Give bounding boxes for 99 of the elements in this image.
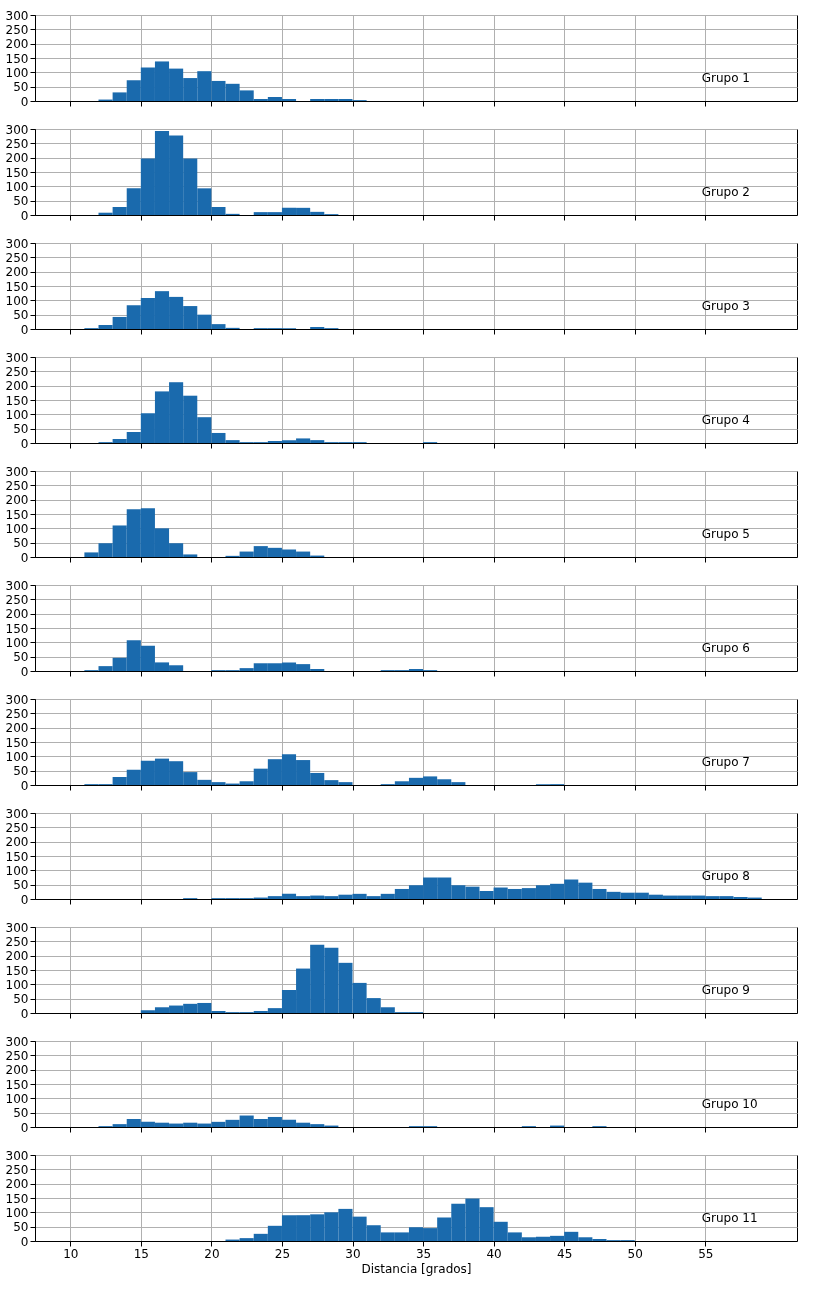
x-tick-label: 10	[63, 1246, 79, 1261]
x-tick-label: 40	[486, 1246, 502, 1261]
y-tick-label: 200	[5, 949, 29, 964]
y-tick-label: 50	[13, 878, 29, 893]
y-tick-label: 150	[5, 1191, 29, 1206]
y-tick-label: 200	[5, 379, 29, 394]
y-tick-label: 250	[5, 22, 29, 37]
y-tick-label: 300	[5, 236, 29, 251]
y-tick-label: 150	[5, 849, 29, 864]
x-tick-label: 15	[133, 1246, 149, 1261]
y-tick-label: 150	[5, 393, 29, 408]
y-tick-label: 50	[13, 650, 29, 665]
y-tick-label: 200	[5, 1177, 29, 1192]
y-tick-label: 100	[5, 863, 29, 878]
y-tick-label: 200	[5, 493, 29, 508]
y-tick-label: 0	[20, 322, 29, 337]
y-tick-label: 250	[5, 1048, 29, 1063]
annotation: Grupo 5	[701, 526, 750, 541]
y-tick-label: 300	[5, 806, 29, 821]
annotation: Grupo 6	[701, 640, 750, 655]
y-tick-label: 300	[5, 122, 29, 137]
y-tick-label: 150	[5, 963, 29, 978]
x-tick-label: 20	[204, 1246, 220, 1261]
y-tick-label: 250	[5, 364, 29, 379]
x-axis-title: Distancia [grados]	[361, 1261, 472, 1276]
y-tick-label: 150	[5, 1077, 29, 1092]
y-tick-label: 200	[5, 1063, 29, 1078]
y-tick-label: 150	[5, 507, 29, 522]
x-tick-label: 35	[415, 1246, 432, 1261]
y-tick-label: 250	[5, 1162, 29, 1177]
y-tick-label: 300	[5, 8, 29, 23]
y-tick-label: 300	[5, 464, 29, 479]
annotation: Grupo 7	[701, 754, 750, 769]
y-tick-label: 300	[5, 1034, 29, 1049]
y-tick-label: 0	[20, 94, 29, 109]
y-tick-label: 50	[13, 80, 29, 95]
annotation: Grupo 10	[701, 1096, 758, 1111]
y-tick-label: 100	[5, 293, 29, 308]
y-tick-label: 0	[20, 1006, 29, 1021]
x-tick-label: 55	[698, 1246, 714, 1261]
y-tick-label: 100	[5, 179, 29, 194]
y-tick-label: 300	[5, 350, 29, 365]
y-tick-label: 150	[5, 165, 29, 180]
annotation: Grupo 2	[701, 184, 750, 199]
y-tick-label: 50	[13, 1220, 29, 1235]
annotation: Grupo 11	[701, 1210, 758, 1225]
y-tick-label: 150	[5, 735, 29, 750]
y-tick-label: 0	[20, 436, 29, 451]
y-tick-label: 250	[5, 136, 29, 151]
y-tick-label: 200	[5, 265, 29, 280]
y-tick-label: 300	[5, 578, 29, 593]
y-tick-label: 0	[20, 892, 29, 907]
y-tick-label: 100	[5, 1205, 29, 1220]
y-tick-label: 50	[13, 308, 29, 323]
y-tick-label: 0	[20, 1234, 29, 1249]
y-tick-label: 50	[13, 764, 29, 779]
y-tick-label: 0	[20, 664, 29, 679]
y-tick-label: 300	[5, 920, 29, 935]
y-tick-label: 100	[5, 1091, 29, 1106]
y-tick-label: 50	[13, 992, 29, 1007]
x-tick-label: 50	[627, 1246, 643, 1261]
y-tick-label: 50	[13, 194, 29, 209]
y-tick-label: 0	[20, 1120, 29, 1135]
y-tick-label: 100	[5, 65, 29, 80]
y-tick-label: 150	[5, 621, 29, 636]
y-tick-label: 100	[5, 977, 29, 992]
y-tick-label: 300	[5, 692, 29, 707]
y-tick-label: 0	[20, 778, 29, 793]
y-tick-label: 100	[5, 749, 29, 764]
y-tick-label: 200	[5, 721, 29, 736]
y-tick-label: 100	[5, 407, 29, 422]
y-tick-label: 250	[5, 706, 29, 721]
x-tick-label: 30	[345, 1246, 361, 1261]
x-tick-label: 45	[557, 1246, 573, 1261]
y-tick-label: 150	[5, 279, 29, 294]
y-tick-label: 0	[20, 208, 29, 223]
y-tick-label: 200	[5, 151, 29, 166]
y-tick-label: 250	[5, 820, 29, 835]
y-tick-label: 50	[13, 536, 29, 551]
y-tick-label: 250	[5, 934, 29, 949]
annotation: Grupo 8	[701, 868, 750, 883]
y-tick-label: 150	[5, 51, 29, 66]
annotation: Grupo 1	[701, 70, 750, 85]
y-tick-label: 200	[5, 607, 29, 622]
y-tick-label: 300	[5, 1148, 29, 1163]
y-tick-label: 250	[5, 592, 29, 607]
y-tick-label: 250	[5, 250, 29, 265]
y-tick-label: 200	[5, 835, 29, 850]
x-tick-label: 25	[274, 1246, 291, 1261]
annotation: Grupo 4	[701, 412, 750, 427]
y-tick-label: 50	[13, 1106, 29, 1121]
annotation: Grupo 3	[701, 298, 750, 313]
y-tick-label: 100	[5, 635, 29, 650]
y-tick-label: 100	[5, 521, 29, 536]
y-tick-label: 250	[5, 478, 29, 493]
y-tick-label: 50	[13, 422, 29, 437]
y-tick-label: 0	[20, 550, 29, 565]
annotation: Grupo 9	[701, 982, 750, 997]
y-tick-label: 200	[5, 37, 29, 52]
